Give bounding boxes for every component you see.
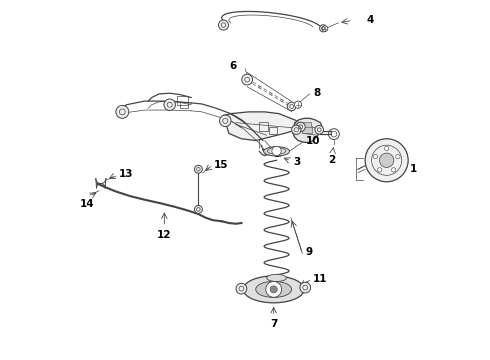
- Polygon shape: [223, 112, 302, 140]
- Text: 9: 9: [305, 247, 312, 257]
- Circle shape: [379, 153, 394, 167]
- Text: 1: 1: [410, 164, 417, 174]
- Text: 12: 12: [157, 230, 171, 240]
- Circle shape: [164, 99, 175, 111]
- Text: 6: 6: [230, 61, 237, 71]
- Circle shape: [322, 26, 328, 32]
- Circle shape: [365, 139, 408, 182]
- Circle shape: [392, 168, 396, 172]
- Circle shape: [385, 146, 389, 150]
- Text: 3: 3: [293, 157, 300, 167]
- Circle shape: [195, 206, 202, 213]
- Ellipse shape: [256, 281, 292, 297]
- Circle shape: [116, 105, 129, 118]
- Circle shape: [296, 122, 305, 132]
- Circle shape: [300, 282, 311, 293]
- FancyBboxPatch shape: [302, 126, 313, 133]
- Circle shape: [377, 168, 382, 172]
- Circle shape: [315, 126, 323, 134]
- Polygon shape: [270, 92, 272, 96]
- Circle shape: [270, 286, 277, 293]
- Text: 14: 14: [80, 199, 95, 209]
- Polygon shape: [293, 118, 322, 142]
- Ellipse shape: [267, 274, 287, 282]
- Circle shape: [294, 101, 302, 108]
- Circle shape: [219, 20, 228, 30]
- Text: 11: 11: [313, 274, 327, 284]
- Circle shape: [287, 102, 296, 111]
- Ellipse shape: [264, 147, 290, 156]
- Text: 2: 2: [328, 155, 336, 165]
- Polygon shape: [247, 79, 250, 82]
- Text: 8: 8: [313, 88, 320, 98]
- Circle shape: [272, 146, 281, 156]
- Circle shape: [373, 154, 378, 159]
- Circle shape: [396, 154, 400, 159]
- Polygon shape: [258, 85, 261, 89]
- Circle shape: [195, 165, 202, 173]
- Circle shape: [236, 283, 247, 294]
- FancyBboxPatch shape: [302, 122, 311, 127]
- Circle shape: [242, 74, 252, 85]
- Text: 10: 10: [306, 136, 320, 146]
- Ellipse shape: [243, 276, 304, 303]
- Text: 5: 5: [273, 149, 280, 159]
- Text: 7: 7: [270, 319, 277, 329]
- Text: 4: 4: [367, 15, 374, 25]
- Circle shape: [266, 282, 282, 297]
- Text: 15: 15: [214, 160, 228, 170]
- Text: 13: 13: [119, 169, 133, 179]
- Polygon shape: [280, 99, 283, 102]
- Circle shape: [319, 25, 327, 32]
- Circle shape: [220, 115, 231, 127]
- Circle shape: [292, 125, 301, 134]
